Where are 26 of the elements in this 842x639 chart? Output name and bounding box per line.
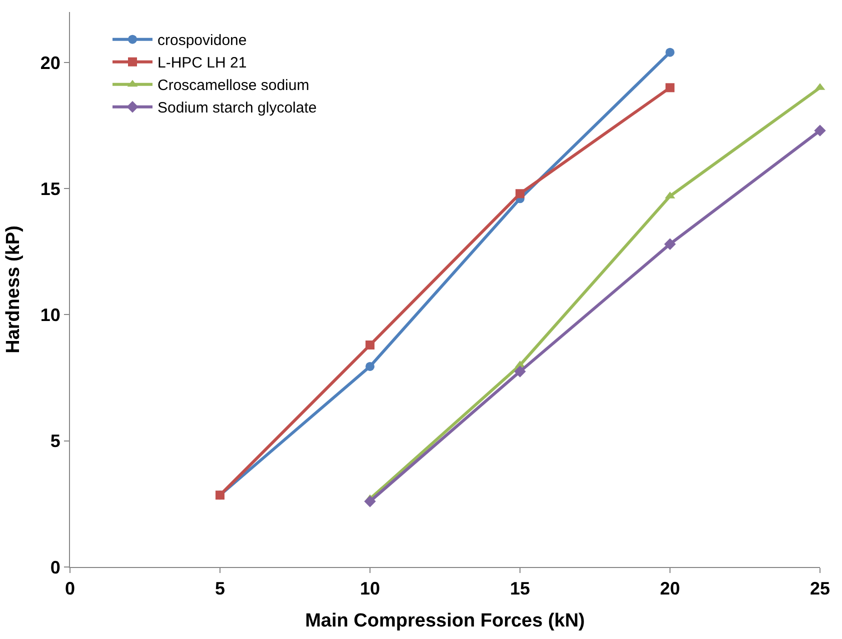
point [666, 48, 674, 57]
point [514, 366, 526, 378]
x-tick-label: 25 [810, 578, 830, 599]
point [366, 340, 374, 350]
y-tick-label: 20 [40, 52, 60, 73]
x-axis-title: Main Compression Forces (kN) [305, 610, 585, 632]
point [814, 124, 826, 136]
y-tick-label: 10 [40, 305, 60, 326]
x-tick-label: 15 [510, 578, 530, 599]
y-tick-label: 15 [40, 178, 60, 199]
y-tick-label: 0 [50, 557, 60, 578]
y-tick-label: 5 [50, 431, 60, 452]
point [516, 189, 524, 198]
point [364, 496, 376, 508]
x-tick-label: 5 [214, 578, 226, 599]
y-axis-title: Hardness (kP) [3, 226, 24, 354]
legend-label: L-HPC LH 21 [158, 54, 247, 72]
point [366, 362, 374, 371]
legend-label: crospovidone [158, 32, 247, 50]
point [664, 238, 676, 250]
x-tick-label: 10 [360, 578, 380, 599]
point [666, 83, 674, 92]
legend-label: Croscamellose sodium [158, 77, 310, 94]
legend-label: Sodium starch glycolate [158, 100, 317, 117]
x-tick-label: 20 [660, 578, 680, 599]
x-tick-label: 0 [64, 578, 76, 599]
